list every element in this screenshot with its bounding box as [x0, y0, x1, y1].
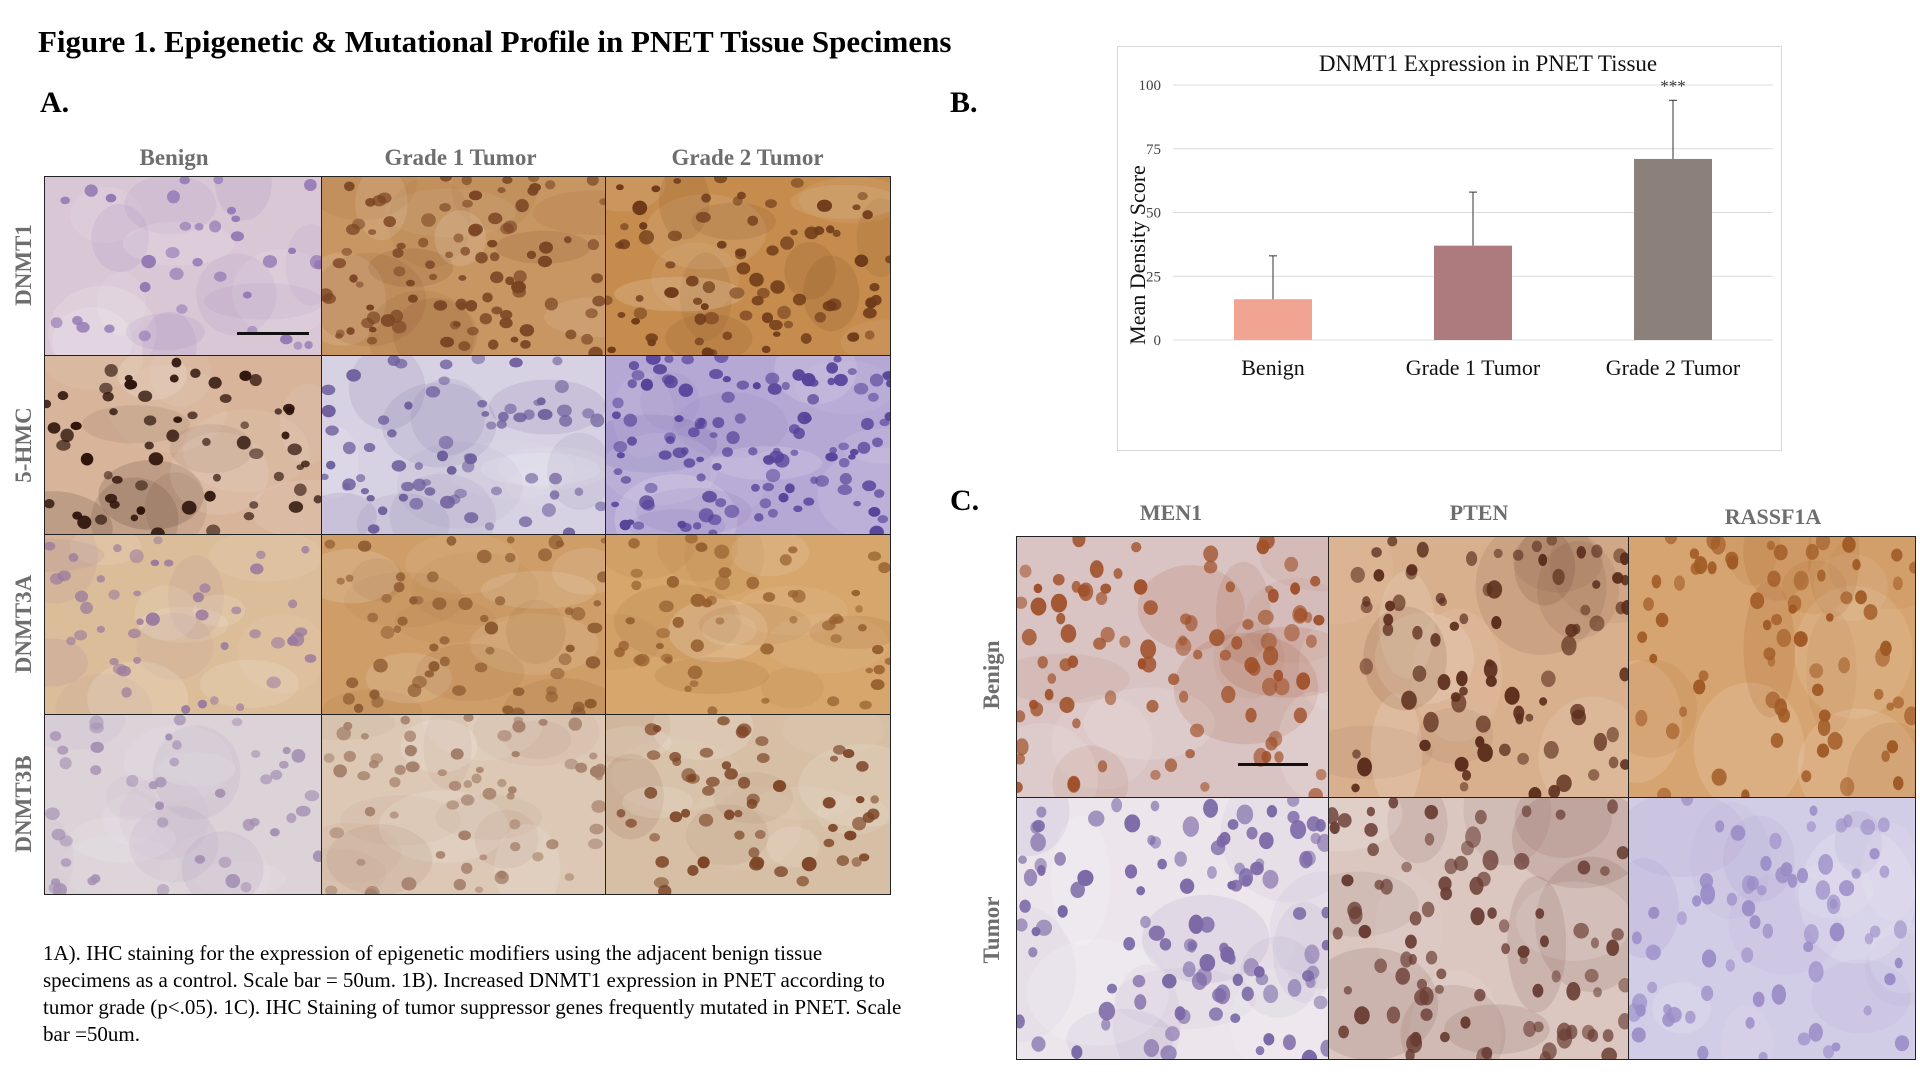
significance-annotation: ***: [1660, 76, 1686, 95]
ihc-image-rassf1a-tumor: [1628, 797, 1916, 1060]
panel-a-row-dnmt3a: DNMT3A: [11, 574, 36, 674]
figure-title: Figure 1. Epigenetic & Mutational Profil…: [38, 24, 952, 59]
chart-bars: [1234, 158, 1712, 340]
ihc-image-5hmc-grade2: [605, 355, 891, 535]
chart-error-bars: [1269, 99, 1677, 300]
x-tick-label: Benign: [1241, 355, 1305, 380]
panel-a-col-grade1: Grade 1 Tumor: [384, 145, 537, 170]
ihc-image-dnmt3b-grade1: [321, 714, 606, 895]
panel-c-row-benign: Benign: [979, 640, 1004, 710]
bar-benign: [1234, 299, 1312, 340]
panel-a-row-dnmt1: DNMT1: [11, 224, 36, 306]
panel-c-col-pten: PTEN: [1449, 500, 1509, 525]
ihc-image-dnmt1-grade2: [605, 176, 891, 356]
panel-a-col-benign: Benign: [139, 145, 209, 170]
ihc-image-pten-benign: [1328, 536, 1629, 798]
ihc-image-men1-tumor: [1016, 797, 1329, 1060]
panel-a-label: A.: [40, 86, 70, 119]
chart-annotations: ***: [1660, 76, 1686, 95]
scale-bar-panel-a: [237, 332, 309, 335]
ihc-image-dnmt3a-benign: [44, 534, 322, 715]
ihc-image-dnmt3b-grade2: [605, 714, 891, 895]
bar-grade-1-tumor: [1434, 245, 1512, 340]
y-tick-label: 100: [1139, 78, 1162, 94]
y-tick-label: 50: [1146, 206, 1161, 222]
panel-a-col-grade2: Grade 2 Tumor: [671, 145, 824, 170]
y-tick-label: 75: [1146, 142, 1161, 158]
ihc-image-5hmc-benign: [44, 355, 322, 535]
ihc-image-dnmt3a-grade1: [321, 534, 606, 715]
panel-a-row-dnmt3b: DNMT3B: [11, 755, 36, 853]
ihc-image-5hmc-grade1: [321, 355, 606, 535]
chart-y-axis-label: Mean Density Score: [1125, 165, 1150, 345]
chart-y-ticks: 0 25 50 75 100: [1139, 78, 1162, 349]
y-tick-label: 0: [1154, 333, 1162, 349]
bar-grade-2-tumor: [1634, 158, 1712, 340]
ihc-image-rassf1a-benign: [1628, 536, 1916, 798]
chart-x-ticks: Benign Grade 1 Tumor Grade 2 Tumor: [1241, 355, 1741, 380]
panel-c-row-tumor: Tumor: [979, 896, 1004, 964]
panel-a-row-5hmc: 5-HMC: [11, 407, 36, 483]
chart-title: DNMT1 Expression in PNET Tissue: [1319, 51, 1657, 76]
x-tick-label: Grade 2 Tumor: [1606, 355, 1741, 380]
ihc-image-dnmt1-grade1: [321, 176, 606, 356]
bar-chart-svg: DNMT1 Expression in PNET Tissue Mean Den…: [1125, 51, 1773, 380]
panel-c-col-men1: MEN1: [1139, 500, 1203, 525]
y-tick-label: 25: [1146, 269, 1161, 285]
bar-chart: DNMT1 Expression in PNET Tissue Mean Den…: [1117, 46, 1782, 451]
ihc-image-dnmt3b-benign: [44, 714, 322, 895]
ihc-image-dnmt1-benign: [44, 176, 322, 356]
panel-b-label: B.: [950, 86, 978, 119]
ihc-image-men1-benign: [1016, 536, 1329, 798]
ihc-image-pten-tumor: [1328, 797, 1629, 1060]
x-tick-label: Grade 1 Tumor: [1406, 355, 1541, 380]
ihc-image-dnmt3a-grade2: [605, 534, 891, 715]
figure-caption: 1A). IHC staining for the expression of …: [43, 941, 902, 1046]
panel-c-col-rassf1a: RASSF1A: [1724, 504, 1822, 529]
panel-c-label: C.: [950, 484, 980, 517]
scale-bar-panel-c: [1238, 763, 1308, 766]
